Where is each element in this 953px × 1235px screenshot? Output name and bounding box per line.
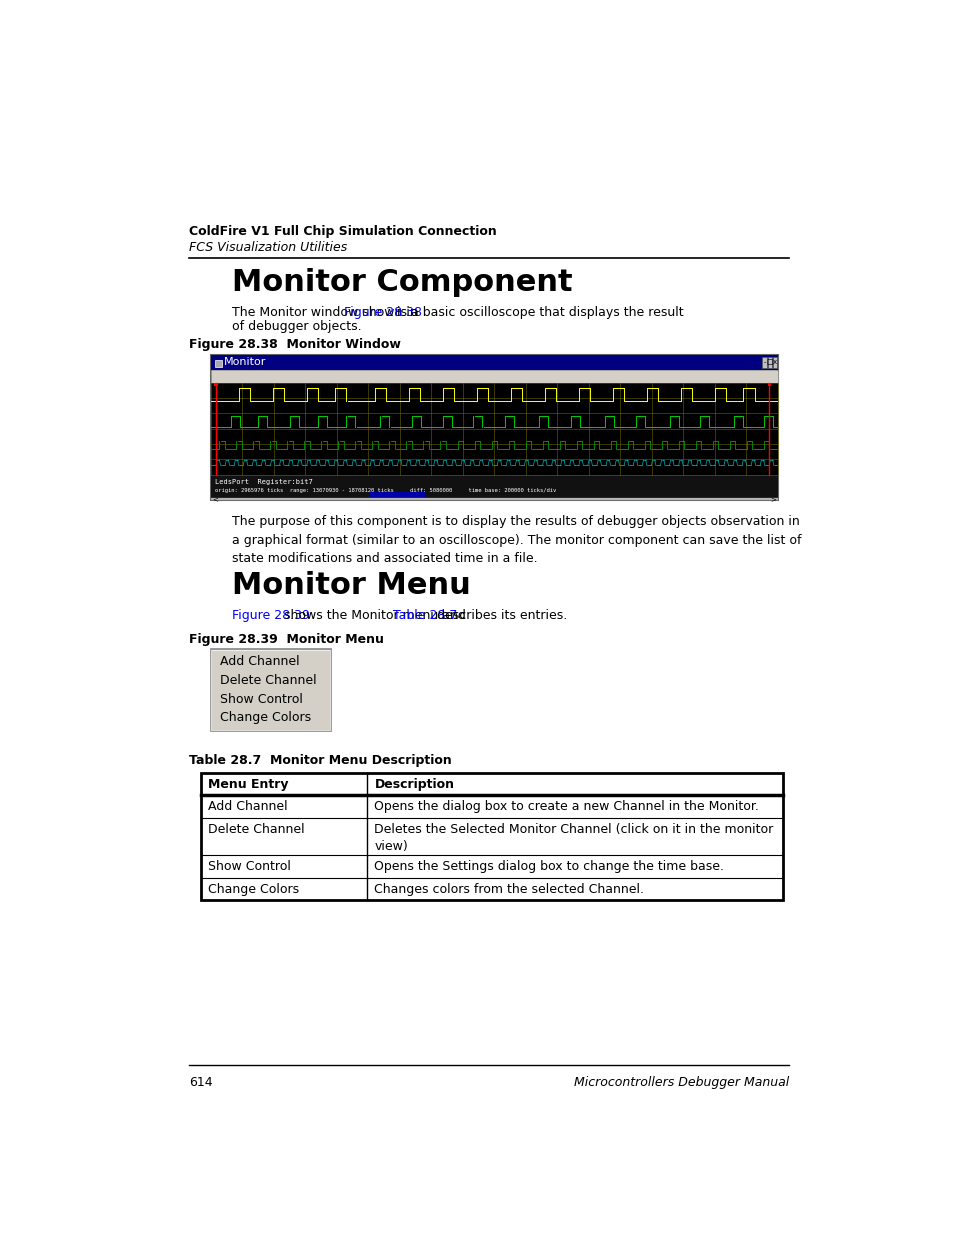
Text: Table 28.7: Table 28.7: [393, 609, 456, 622]
Text: Monitor Menu: Monitor Menu: [232, 571, 470, 600]
Text: origin: 2965976 ticks  range: 13070930 - 18708120 ticks     diff: 5080000     ti: origin: 2965976 ticks range: 13070930 - …: [215, 488, 556, 493]
Text: LedsPort  Register:bit7: LedsPort Register:bit7: [215, 479, 313, 485]
Text: Figure 28.38  Monitor Window: Figure 28.38 Monitor Window: [189, 338, 400, 352]
Text: Menu Entry: Menu Entry: [208, 778, 289, 790]
Text: <: <: [212, 496, 218, 501]
Text: Show Control: Show Control: [220, 693, 302, 705]
Text: 614: 614: [189, 1076, 213, 1089]
Text: ColdFire V1 Full Chip Simulation Connection: ColdFire V1 Full Chip Simulation Connect…: [189, 225, 497, 238]
Text: FCS Visualization Utilities: FCS Visualization Utilities: [189, 241, 347, 253]
Bar: [211, 369, 778, 383]
Bar: [767, 383, 770, 387]
Text: is a basic oscilloscope that displays the result: is a basic oscilloscope that displays th…: [393, 306, 682, 319]
Bar: [761, 357, 766, 368]
Text: Figure 28.39: Figure 28.39: [232, 609, 309, 622]
Text: describes its entries.: describes its entries.: [433, 609, 567, 622]
Bar: [767, 357, 771, 368]
Text: Monitor Component: Monitor Component: [232, 268, 572, 296]
Text: Add Channel: Add Channel: [220, 655, 299, 668]
Bar: [211, 650, 331, 731]
Text: Monitor: Monitor: [224, 357, 266, 368]
Text: Change Colors: Change Colors: [220, 711, 311, 725]
Text: Opens the Settings dialog box to change the time base.: Opens the Settings dialog box to change …: [375, 860, 723, 873]
Text: Changes colors from the selected Channel.: Changes colors from the selected Channel…: [375, 883, 644, 895]
Text: Deletes the Selected Monitor Channel (click on it in the monitor
view): Deletes the Selected Monitor Channel (cl…: [375, 823, 773, 853]
Bar: [214, 383, 217, 387]
Text: Figure 28.39  Monitor Menu: Figure 28.39 Monitor Menu: [189, 632, 383, 646]
Bar: [211, 498, 778, 500]
Bar: [212, 651, 330, 730]
Text: x: x: [772, 359, 776, 366]
Text: Delete Channel: Delete Channel: [220, 674, 316, 687]
Text: of debugger objects.: of debugger objects.: [232, 320, 361, 333]
Text: Opens the dialog box to create a new Channel in the Monitor.: Opens the dialog box to create a new Cha…: [375, 800, 759, 813]
Text: Microcontrollers Debugger Manual: Microcontrollers Debugger Manual: [573, 1076, 788, 1089]
Text: >: >: [770, 496, 776, 501]
Text: The Monitor window shown in: The Monitor window shown in: [232, 306, 421, 319]
Bar: [369, 492, 426, 496]
Text: Show Control: Show Control: [208, 860, 291, 873]
Text: Table 28.7  Monitor Menu Description: Table 28.7 Monitor Menu Description: [189, 755, 452, 767]
Bar: [772, 357, 777, 368]
Bar: [211, 356, 778, 500]
Bar: [200, 773, 782, 900]
Text: Change Colors: Change Colors: [208, 883, 299, 895]
Text: The purpose of this component is to display the results of debugger objects obse: The purpose of this component is to disp…: [232, 515, 801, 566]
Bar: [211, 383, 778, 474]
Bar: [211, 356, 778, 369]
Bar: [211, 474, 778, 498]
Bar: [215, 359, 221, 367]
Text: -: -: [762, 359, 765, 366]
Text: □: □: [765, 359, 772, 366]
Text: Add Channel: Add Channel: [208, 800, 288, 813]
Text: Figure 28.38: Figure 28.38: [344, 306, 422, 319]
Text: Delete Channel: Delete Channel: [208, 823, 305, 836]
Text: Description: Description: [375, 778, 454, 790]
Text: shows the Monitor menu and: shows the Monitor menu and: [279, 609, 470, 622]
